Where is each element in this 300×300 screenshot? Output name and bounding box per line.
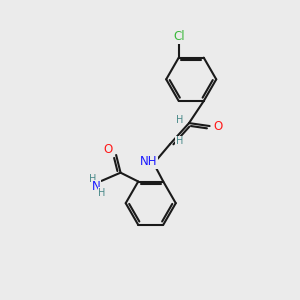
Text: H: H (98, 188, 106, 198)
Text: Cl: Cl (173, 30, 184, 43)
Text: H: H (89, 174, 96, 184)
Text: NH: NH (140, 155, 157, 169)
Text: N: N (92, 180, 100, 193)
Text: H: H (176, 115, 183, 125)
Text: O: O (213, 119, 223, 133)
Text: H: H (176, 136, 183, 146)
Text: O: O (103, 142, 112, 156)
